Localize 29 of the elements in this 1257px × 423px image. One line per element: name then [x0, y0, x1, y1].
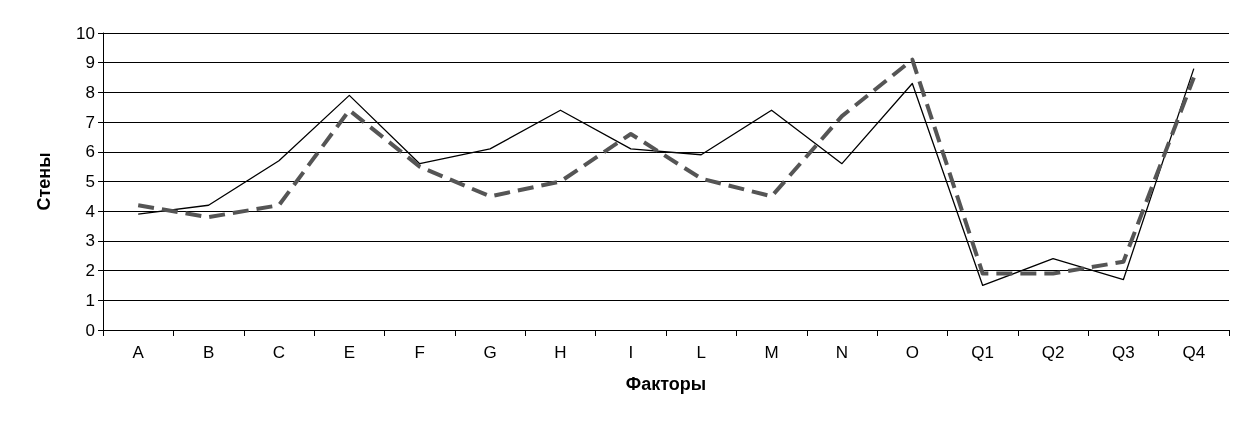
- y-tick-label: 10: [76, 23, 95, 43]
- x-tick-label: Q2: [1041, 343, 1065, 362]
- x-tick-label: G: [483, 343, 497, 362]
- y-tick-label: 7: [85, 112, 95, 132]
- y-tick-label: 0: [85, 320, 95, 340]
- x-tick-label: I: [628, 343, 634, 362]
- y-tick-label: 3: [85, 231, 95, 251]
- y-tick-label: 4: [85, 201, 95, 221]
- x-tick-label: N: [835, 343, 849, 362]
- y-tick-label: 1: [85, 290, 95, 310]
- x-tick-label: Q3: [1112, 343, 1135, 362]
- y-tick-label: 9: [85, 53, 95, 73]
- x-tick-label: E: [343, 343, 355, 362]
- x-tick-label: H: [554, 343, 567, 362]
- x-axis-title: Факторы: [625, 374, 707, 394]
- y-tick-label: 2: [85, 261, 95, 281]
- y-tick-label: 5: [85, 172, 95, 191]
- x-tick-label: C: [272, 343, 286, 362]
- x-tick-label: M: [764, 343, 779, 362]
- x-tick-label: L: [696, 343, 706, 362]
- x-tick-label: O: [905, 343, 919, 362]
- x-tick-label: Q1: [971, 343, 995, 362]
- x-tick-label: A: [132, 343, 145, 362]
- x-tick-label: Q4: [1182, 343, 1206, 362]
- y-axis-title: Стены: [34, 152, 54, 211]
- y-tick-label: 6: [85, 142, 95, 162]
- x-tick-label: F: [414, 343, 425, 362]
- y-tick-label: 8: [85, 82, 95, 102]
- x-tick-label: B: [202, 343, 215, 362]
